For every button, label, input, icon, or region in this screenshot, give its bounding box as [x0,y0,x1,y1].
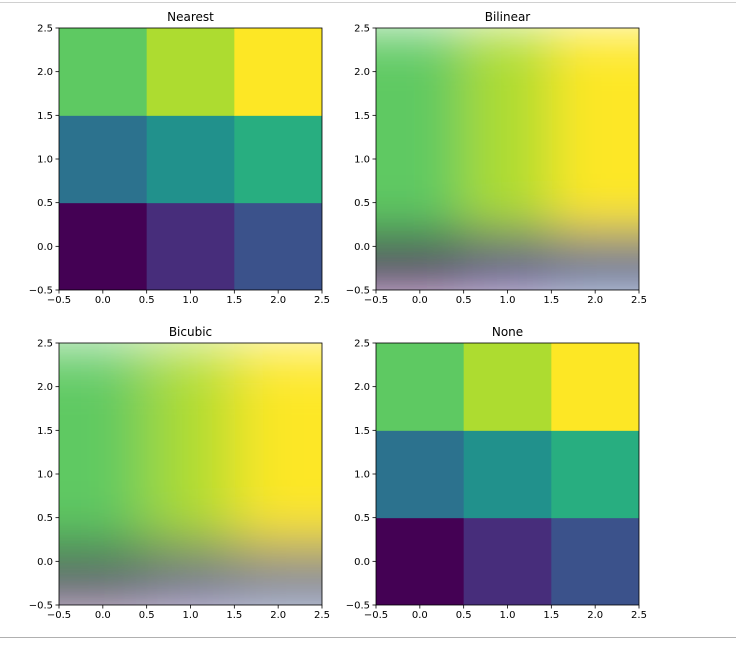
x-tick-label: 2.0 [587,610,603,621]
x-tick-label: 1.5 [226,610,242,621]
x-tick-label: 0.5 [139,295,155,306]
image-area [376,343,639,605]
chart-title: Bilinear [485,10,531,24]
chart-title: Bicubic [169,325,212,339]
y-tick-label: 1.0 [354,155,370,166]
y-tick-label: 0.0 [354,557,370,568]
x-tick-label: 2.5 [631,295,647,306]
y-tick-label: −0.5 [346,601,370,612]
y-tick-label: 1.5 [354,111,370,122]
y-tick-label: 1.0 [37,470,53,481]
y-tick-label: 1.5 [37,426,53,437]
cell [59,115,148,204]
cell [234,115,322,204]
y-tick-label: −0.5 [346,286,370,297]
cell [551,430,639,519]
x-tick-label: 2.0 [587,295,603,306]
y-tick-label: 0.5 [37,513,53,524]
x-tick-label: −0.5 [47,295,71,306]
y-tick-label: 1.5 [354,426,370,437]
x-tick-label: 1.0 [500,295,516,306]
cell [376,517,465,605]
x-tick-label: 1.5 [226,295,242,306]
x-tick-label: 1.5 [543,610,559,621]
cell [59,202,148,290]
image-area [59,28,322,290]
cell [59,28,148,116]
cell [463,343,552,431]
cell [146,343,235,551]
y-tick-label: 2.0 [37,382,53,393]
y-tick-label: 0.5 [354,198,370,209]
y-tick-label: −0.5 [29,286,53,297]
x-tick-label: 2.5 [314,610,330,621]
cell [463,28,552,236]
cell [551,343,639,431]
cell [146,115,235,204]
y-tick-label: 2.0 [354,382,370,393]
y-tick-label: 0.0 [37,242,53,253]
x-tick-label: 1.0 [183,295,199,306]
chart-title: Nearest [167,10,214,24]
y-tick-label: 2.5 [354,24,370,35]
y-tick-label: 2.5 [37,339,53,350]
cell [59,343,147,551]
x-tick-label: 0.5 [139,610,155,621]
cell [463,430,552,519]
x-tick-label: 0.5 [456,610,472,621]
cell [146,28,235,116]
cell [146,202,235,290]
x-tick-label: 1.0 [183,610,199,621]
y-tick-label: −0.5 [29,601,53,612]
x-tick-label: 0.5 [456,295,472,306]
cell [376,343,465,431]
cell [376,28,464,236]
y-tick-label: 0.5 [37,198,53,209]
cell [234,343,322,551]
image-area [59,343,322,605]
cell [551,28,639,236]
x-tick-label: 2.5 [314,295,330,306]
y-tick-label: 1.0 [37,155,53,166]
chart-title: None [492,325,523,339]
image-area [376,28,639,290]
x-tick-label: 2.0 [270,295,286,306]
y-tick-label: 0.5 [354,513,370,524]
x-tick-label: 0.0 [412,295,428,306]
x-tick-label: −0.5 [364,610,388,621]
x-tick-label: −0.5 [364,295,388,306]
cell [234,202,322,290]
y-tick-label: 1.5 [37,111,53,122]
x-tick-label: 0.0 [95,610,111,621]
x-tick-label: 0.0 [412,610,428,621]
cell [376,430,465,519]
x-tick-label: 1.0 [500,610,516,621]
y-tick-label: 2.5 [37,24,53,35]
y-tick-label: 2.5 [354,339,370,350]
image-smooth [59,343,322,605]
x-tick-label: 2.0 [270,610,286,621]
x-tick-label: 0.0 [95,295,111,306]
x-tick-label: −0.5 [47,610,71,621]
cell [551,517,639,605]
image-smooth [376,28,639,290]
y-tick-label: 0.0 [354,242,370,253]
y-tick-label: 0.0 [37,557,53,568]
y-tick-label: 2.0 [37,67,53,78]
cell [234,28,322,116]
y-tick-label: 2.0 [354,67,370,78]
cell [463,517,552,605]
x-tick-label: 1.5 [543,295,559,306]
y-tick-label: 1.0 [354,470,370,481]
x-tick-label: 2.5 [631,610,647,621]
